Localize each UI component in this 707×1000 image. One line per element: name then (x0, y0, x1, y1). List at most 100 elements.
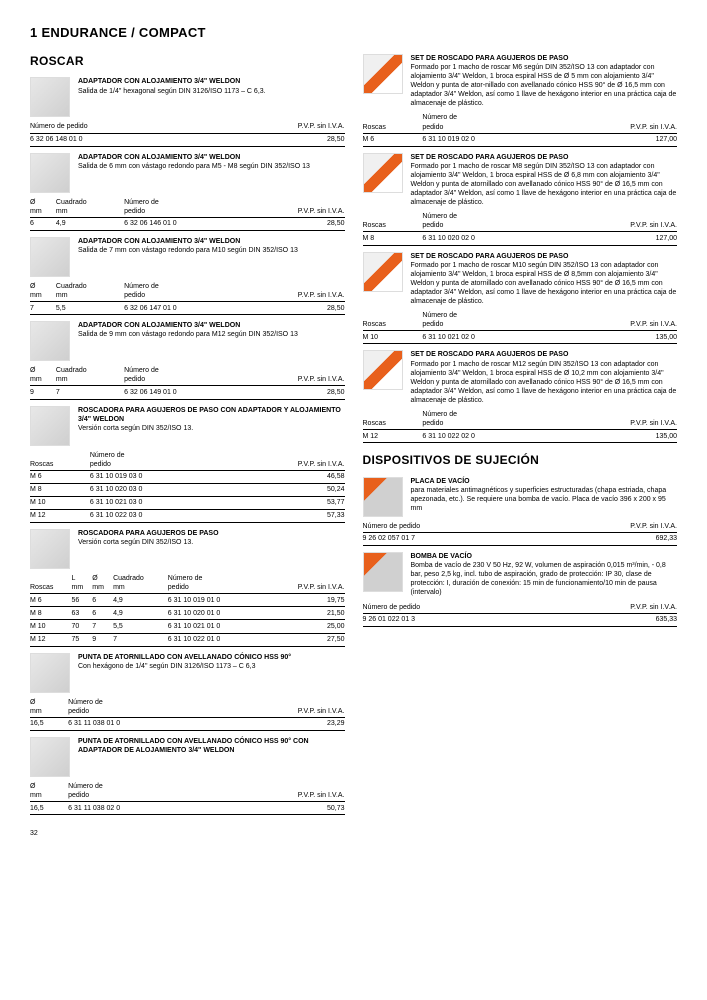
price-table: ØmmNúmero depedidoP.V.P. sin I.V.A.16,56… (30, 781, 345, 815)
product-thumbnail (30, 737, 70, 777)
table-cell: M 12 (363, 430, 423, 443)
table-header: P.V.P. sin I.V.A. (204, 121, 345, 133)
product: PUNTA DE ATORNILLADO CON AVELLANADO CÓNI… (30, 653, 345, 731)
product: SET DE ROSCADO PARA AGUJEROS DE PASOForm… (363, 54, 678, 147)
product-description: Salida de 7 mm con vástago redondo para … (78, 246, 345, 255)
table-header: P.V.P. sin I.V.A. (241, 281, 345, 302)
table-header: Ømm (30, 281, 56, 302)
table-cell: 7 (92, 620, 113, 633)
table-cell: 25,00 (261, 620, 344, 633)
table-row: M 66 31 10 019 03 046,58 (30, 470, 345, 483)
table-header: P.V.P. sin I.V.A. (225, 450, 345, 471)
table-header: P.V.P. sin I.V.A. (557, 112, 677, 133)
table-cell: 6 (30, 217, 56, 230)
product: BOMBA DE VACÍOBomba de vacío de 230 V 50… (363, 552, 678, 627)
product-title: SET DE ROSCADO PARA AGUJEROS DE PASO (411, 54, 678, 63)
price-table: Número de pedidoP.V.P. sin I.V.A.9 26 02… (363, 521, 678, 546)
product-description: Salida de 6 mm con vástago redondo para … (78, 162, 345, 171)
table-cell: 5,5 (113, 620, 168, 633)
table-header: Cuadradomm (113, 573, 168, 594)
table-cell: 6 31 10 021 03 0 (90, 496, 225, 509)
product-description: Salida de 9 mm con vástago redondo para … (78, 330, 345, 339)
product: SET DE ROSCADO PARA AGUJEROS DE PASOForm… (363, 252, 678, 345)
table-cell: 6 31 10 022 01 0 (168, 633, 262, 646)
product-thumbnail (30, 406, 70, 446)
table-header: Número depedido (124, 281, 241, 302)
product-title: ROSCADORA PARA AGUJEROS DE PASO (78, 529, 345, 538)
table-row: M 86 31 10 020 02 0127,00 (363, 232, 678, 245)
table-header: P.V.P. sin I.V.A. (536, 521, 677, 533)
table-row: M 1275976 31 10 022 01 027,50 (30, 633, 345, 646)
table-cell: 692,33 (536, 532, 677, 545)
product-thumbnail (30, 653, 70, 693)
table-cell: 6 (92, 607, 113, 620)
table-row: M 126 31 10 022 02 0135,00 (363, 430, 678, 443)
table-cell: M 8 (363, 232, 423, 245)
table-header: Número de pedido (30, 121, 204, 133)
table-header: Ømm (92, 573, 113, 594)
table-header: Número depedido (68, 697, 214, 718)
right-column: SET DE ROSCADO PARA AGUJEROS DE PASOForm… (363, 54, 678, 821)
table-cell: 6 (92, 594, 113, 607)
table-header: Número depedido (90, 450, 225, 471)
product-description: Formado por 1 macho de roscar M6 según D… (411, 63, 678, 108)
table-header: P.V.P. sin I.V.A. (214, 781, 345, 802)
product-title: SET DE ROSCADO PARA AGUJEROS DE PASO (411, 350, 678, 359)
table-cell: 57,33 (225, 509, 345, 522)
price-table: ØmmNúmero depedidoP.V.P. sin I.V.A.16,56… (30, 697, 345, 731)
table-cell: 28,50 (241, 302, 345, 315)
table-header: Número depedido (168, 573, 262, 594)
price-table: RoscasNúmero depedidoP.V.P. sin I.V.A.M … (363, 409, 678, 443)
table-row: M 106 31 10 021 03 053,77 (30, 496, 345, 509)
table-header: Número depedido (422, 112, 557, 133)
product: ROSCADORA PARA AGUJEROS DE PASO CON ADAP… (30, 406, 345, 524)
product-title: ROSCADORA PARA AGUJEROS DE PASO CON ADAP… (78, 406, 345, 424)
table-cell: 7 (56, 386, 124, 399)
price-table: RoscasNúmero depedidoP.V.P. sin I.V.A.M … (363, 112, 678, 146)
product-description: Versión corta según DIN 352/ISO 13. (78, 538, 345, 547)
table-cell: 9 (30, 386, 56, 399)
price-table: RoscasNúmero depedidoP.V.P. sin I.V.A.M … (30, 450, 345, 524)
product-description: Con hexágono de 1/4" según DIN 3126/ISO … (78, 662, 345, 671)
table-header: P.V.P. sin I.V.A. (261, 573, 344, 594)
table-header: Roscas (363, 211, 423, 232)
table-cell: 53,77 (225, 496, 345, 509)
table-cell: 19,75 (261, 594, 344, 607)
table-cell: 6 31 10 021 02 0 (422, 331, 557, 344)
left-column: ROSCAR ADAPTADOR CON ALOJAMIENTO 3/4" WE… (30, 54, 345, 821)
product-description: Formado por 1 macho de roscar M10 según … (411, 261, 678, 306)
table-row: M 66 31 10 019 02 0127,00 (363, 133, 678, 146)
price-table: RoscasNúmero depedidoP.V.P. sin I.V.A.M … (363, 211, 678, 245)
product: ADAPTADOR CON ALOJAMIENTO 3/4" WELDONSal… (30, 77, 345, 146)
product-description: Formado por 1 macho de roscar M8 según D… (411, 162, 678, 207)
table-header: Ømm (30, 781, 68, 802)
product-title: ADAPTADOR CON ALOJAMIENTO 3/4" WELDON (78, 321, 345, 330)
table-cell: M 12 (30, 509, 90, 522)
table-cell: 6 32 06 148 01 0 (30, 133, 204, 146)
table-row: M 65664,96 31 10 019 01 019,75 (30, 594, 345, 607)
table-cell: 16,5 (30, 802, 68, 815)
product-title: BOMBA DE VACÍO (411, 552, 678, 561)
table-cell: 16,5 (30, 717, 68, 730)
price-table: RoscasNúmero depedidoP.V.P. sin I.V.A.M … (363, 310, 678, 344)
page-number: 32 (30, 829, 677, 838)
section-title-sujecion: DISPOSITIVOS DE SUJECIÓN (363, 453, 678, 469)
table-cell: 6 31 11 038 02 0 (68, 802, 214, 815)
table-header: Roscas (30, 573, 72, 594)
table-header: Número de pedido (363, 521, 537, 533)
price-table: ØmmCuadradommNúmero depedidoP.V.P. sin I… (30, 197, 345, 231)
table-cell: 6 32 06 146 01 0 (124, 217, 241, 230)
table-row: M 107075,56 31 10 021 01 025,00 (30, 620, 345, 633)
table-cell: 63 (72, 607, 93, 620)
table-row: 9 26 01 022 01 3635,33 (363, 613, 678, 626)
table-row: 9 26 02 057 01 7692,33 (363, 532, 678, 545)
table-cell: 70 (72, 620, 93, 633)
product-thumbnail (30, 529, 70, 569)
table-cell: 135,00 (557, 331, 677, 344)
price-table: ØmmCuadradommNúmero depedidoP.V.P. sin I… (30, 281, 345, 315)
table-cell: 127,00 (557, 133, 677, 146)
product-thumbnail (30, 237, 70, 277)
table-row: 6 32 06 148 01 028,50 (30, 133, 345, 146)
table-cell: 6 31 10 021 01 0 (168, 620, 262, 633)
table-cell: 28,50 (241, 217, 345, 230)
